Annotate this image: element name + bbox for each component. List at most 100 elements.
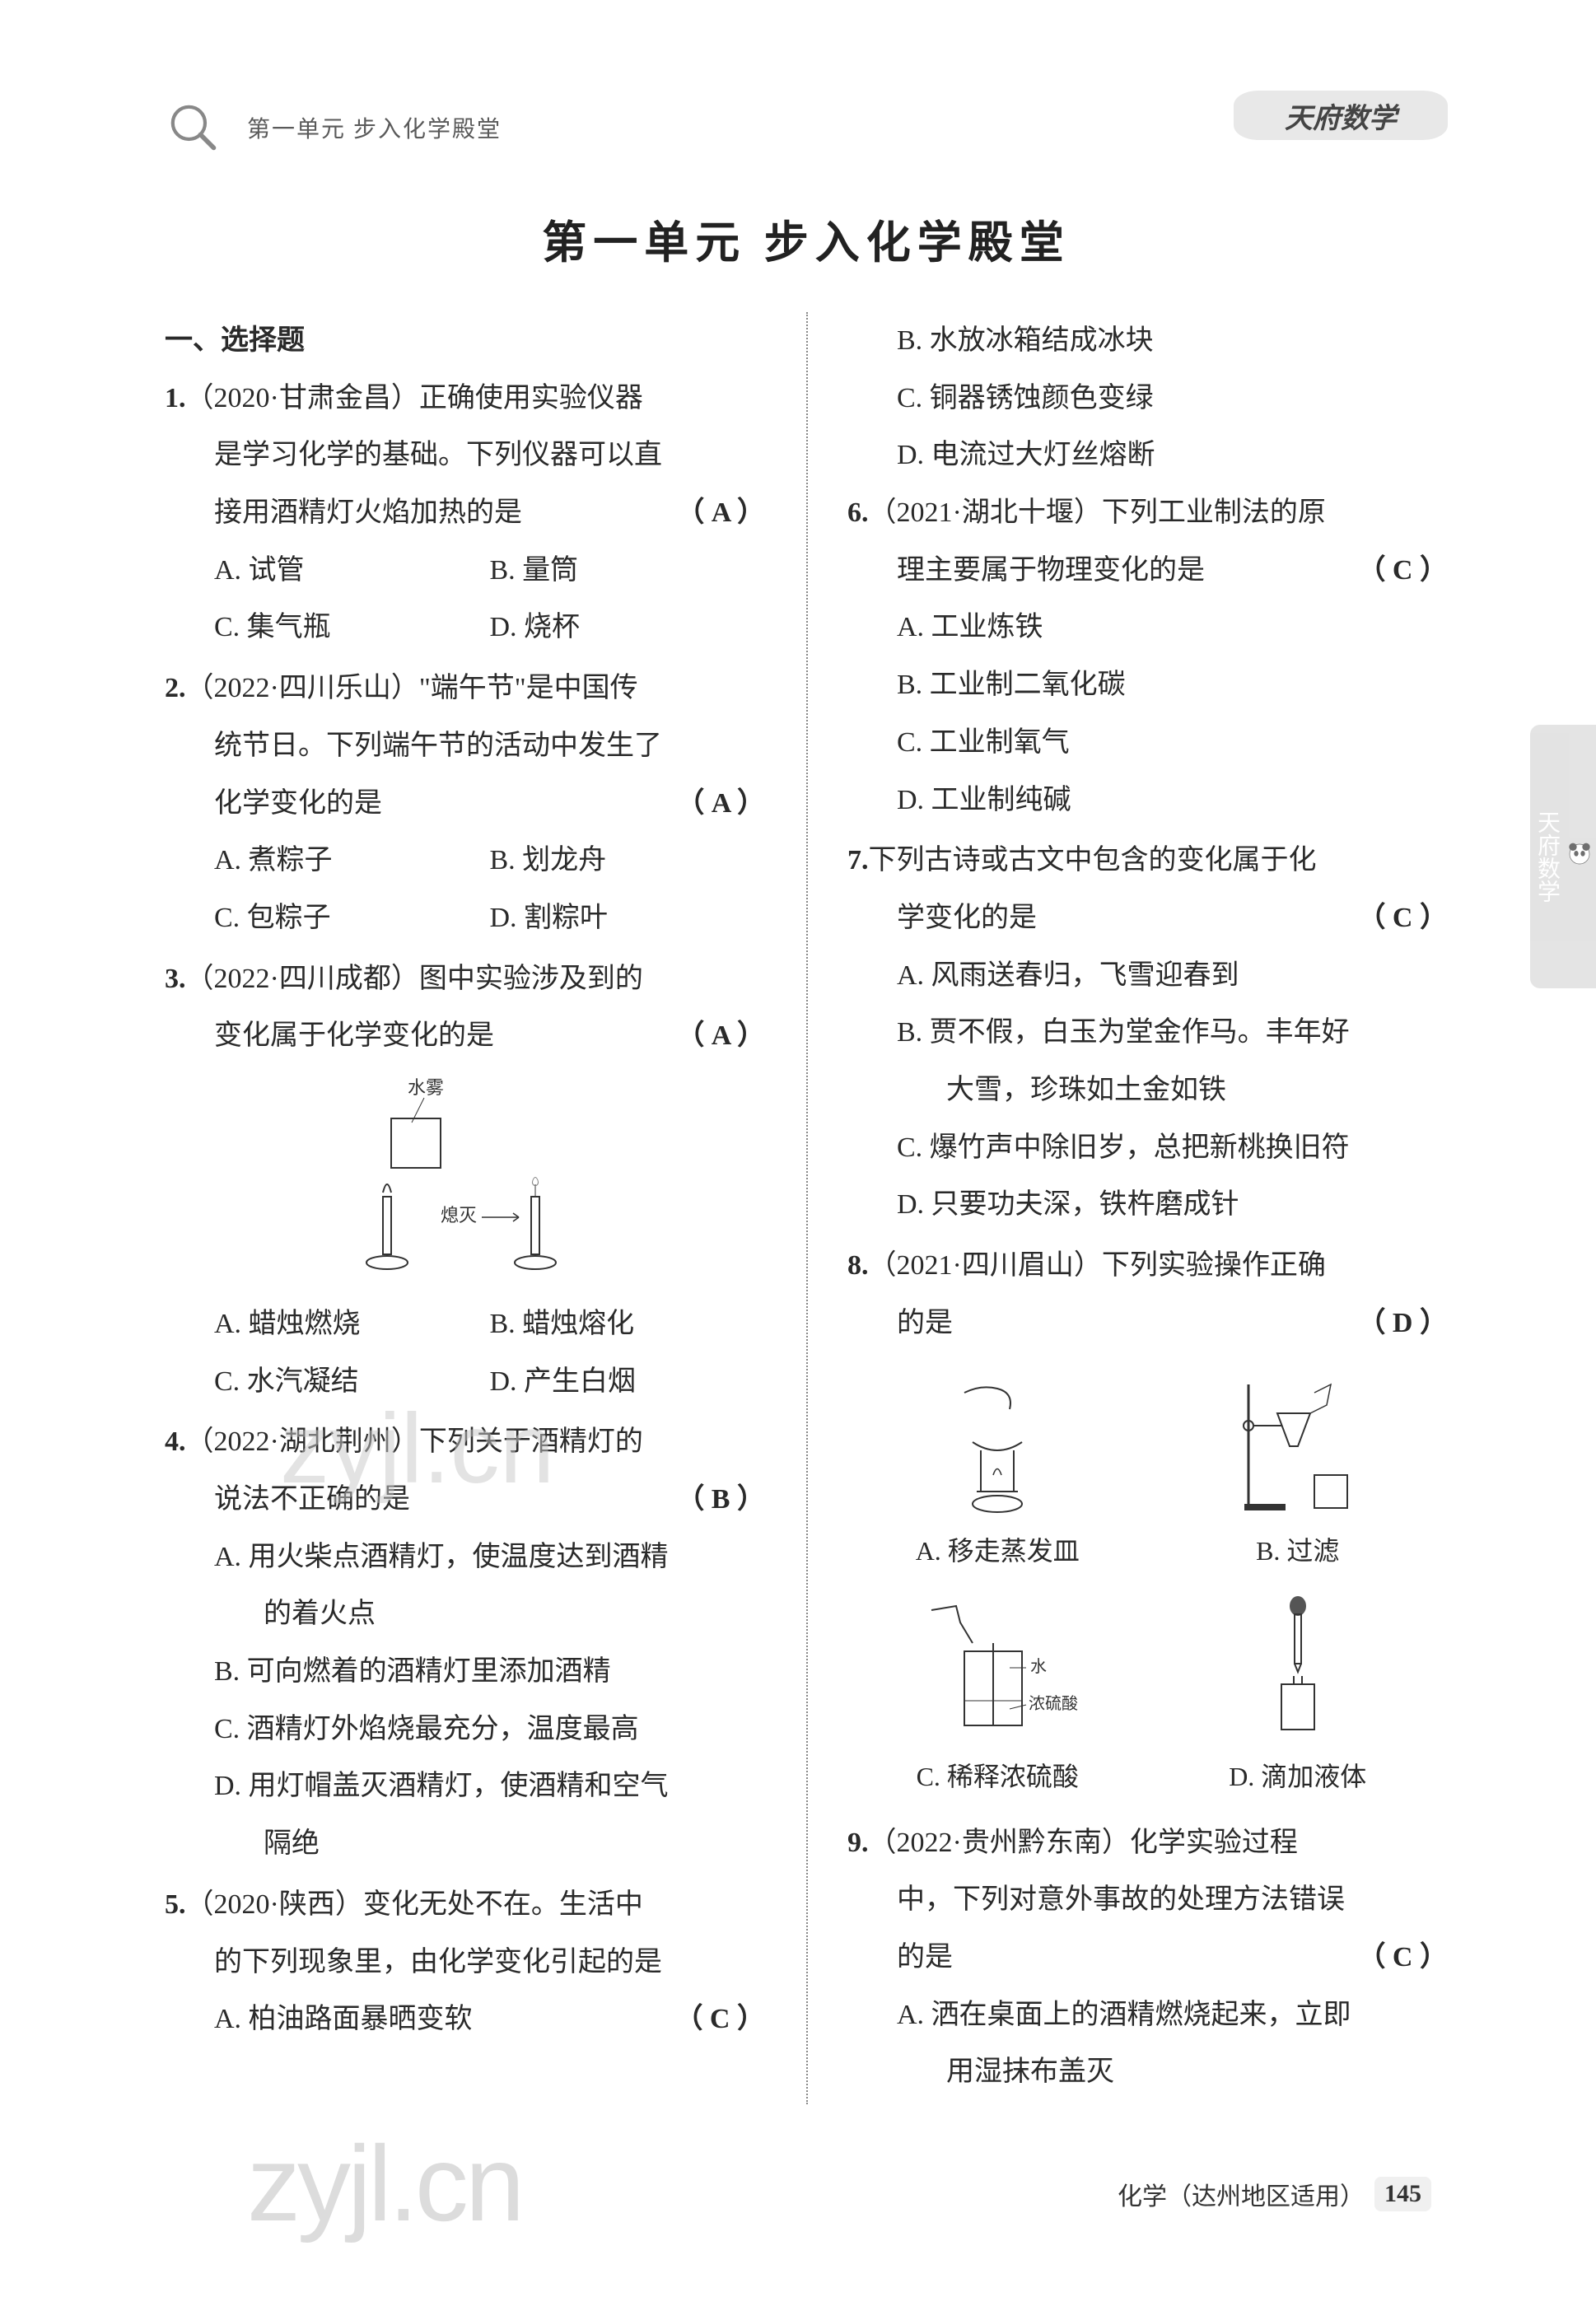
filter-icon (1154, 1360, 1442, 1524)
q1-opt-d: D. 烧杯 (490, 599, 766, 656)
question-7: 7.下列古诗或古文中包含的变化属于化 学变化的是（ C ） A. 风雨送春归，飞… (847, 832, 1448, 1234)
q9-answer: （ C ） (1357, 1929, 1448, 1987)
q8-num: 8. (847, 1250, 869, 1281)
q8-stem1: 下列实验操作正确 (1102, 1250, 1326, 1281)
q4-stem2: 说法不正确的是 (214, 1484, 410, 1515)
q2-opts-ab: A. 煮粽子 B. 划龙舟 (165, 832, 765, 889)
question-1: 1.（2020·甘肃金昌）正确使用实验仪器 是学习化学的基础。下列仪器可以直 接… (165, 370, 765, 656)
q9-num: 9. (847, 1828, 869, 1858)
page-number: 145 (1374, 2177, 1431, 2211)
header-row: 第一单元 步入化学殿堂 天府数学 (165, 99, 1448, 156)
q1-num: 1. (165, 383, 186, 413)
q5-answer: （ C ） (674, 1991, 765, 2048)
q8-item-d: D. 滴加液体 (1154, 1585, 1442, 1804)
q6-line1: 6.（2021·湖北十堰）下列工业制法的原 (847, 484, 1448, 542)
q3-stem2: 变化属于化学变化的是 (214, 1020, 494, 1051)
question-9: 9.（2022·贵州黔东南）化学实验过程 中，下列对意外事故的处理方法错误 的是… (847, 1814, 1448, 2101)
page-title: 第一单元 步入化学殿堂 (165, 206, 1448, 271)
q4-line2: 说法不正确的是 （ B ） (165, 1471, 765, 1529)
q6-line2: 理主要属于物理变化的是 （ C ） (847, 542, 1448, 600)
q3-label-mist: 水雾 (408, 1077, 444, 1098)
footer-text: 化学（达州地区适用） (1118, 2176, 1365, 2212)
q5-src: （2020·陕西） (186, 1889, 363, 1920)
side-tab-text: 天府数学 (1530, 810, 1563, 903)
q8-line2: 的是（ D ） (847, 1295, 1448, 1352)
q7-line2: 学变化的是（ C ） (847, 889, 1448, 947)
q1-opt-b: B. 量筒 (490, 542, 766, 600)
q6-stem2: 理主要属于物理变化的是 (897, 555, 1205, 586)
question-6: 6.（2021·湖北十堰）下列工业制法的原 理主要属于物理变化的是（ C ） A… (847, 484, 1448, 829)
q7-opt-b2: 大雪，珍珠如土金如铁 (847, 1062, 1448, 1119)
right-column: B. 水放冰箱结成冰块 C. 铜器锈蚀颜色变绿 D. 电流过大灯丝熔断 6.（2… (806, 312, 1448, 2104)
q5-opt-d: D. 电流过大灯丝熔断 (847, 427, 1448, 484)
q8-item-c: 水 浓硫酸 C. 稀释浓硫酸 (853, 1585, 1141, 1804)
breadcrumb: 第一单元 步入化学殿堂 (247, 111, 502, 144)
q4-num: 4. (165, 1426, 186, 1457)
q1-line1: 1.（2020·甘肃金昌）正确使用实验仪器 (165, 370, 765, 427)
magnifier-icon (165, 99, 222, 156)
q4-answer: （ B ） (676, 1471, 765, 1529)
q2-stem3: 化学变化的是 (214, 788, 382, 819)
question-5: 5.（2020·陕西）变化无处不在。生活中 的下列现象里，由化学变化引起的是 （… (165, 1876, 765, 2048)
q6-src: （2021·湖北十堰） (869, 497, 1102, 528)
section-label: 一、选择题 (165, 312, 765, 370)
q3-stem1: 图中实验涉及到的 (419, 964, 643, 994)
q3-opt-d: D. 产生白烟 (490, 1353, 766, 1411)
q3-answer: （ A ） (676, 1007, 765, 1065)
q2-src: （2022·四川乐山） (186, 673, 419, 703)
q7-stem1: 下列古诗或古文中包含的变化属于化 (869, 845, 1317, 875)
column-divider (806, 312, 808, 2104)
q3-diagram: 水雾 熄灭 (165, 1073, 765, 1287)
q2-opt-c: C. 包粽子 (214, 889, 490, 947)
q6-stem1: 下列工业制法的原 (1102, 497, 1326, 528)
q9-opt-a1: A. 洒在桌面上的酒精燃烧起来，立即 (847, 1987, 1448, 2044)
q5-line2: 的下列现象里，由化学变化引起的是 (165, 1934, 765, 1991)
q1-answer: （ A ） (676, 484, 765, 542)
q8-src: （2021·四川眉山） (869, 1250, 1102, 1281)
q2-opt-b: B. 划龙舟 (490, 832, 766, 889)
q8-opt-b: B. 过滤 (1256, 1536, 1339, 1566)
q5-num: 5. (165, 1889, 186, 1920)
q7-num: 7. (847, 845, 869, 875)
q9-opt-a2: 用湿抹布盖灭 (847, 2043, 1448, 2101)
q2-stem1: "端午节"是中国传 (419, 673, 638, 703)
q7-opt-a: A. 风雨送春归，飞雪迎春到 (847, 947, 1448, 1005)
q1-opt-c: C. 集气瓶 (214, 599, 490, 656)
q2-num: 2. (165, 673, 186, 703)
q9-src: （2022·贵州黔东南） (869, 1828, 1130, 1858)
q5-opt-c: C. 铜器锈蚀颜色变绿 (847, 370, 1448, 427)
q8-opt-d: D. 滴加液体 (1229, 1762, 1366, 1791)
content-columns: 一、选择题 1.（2020·甘肃金昌）正确使用实验仪器 是学习化学的基础。下列仪… (165, 312, 1448, 2104)
q2-line2: 统节日。下列端午节的活动中发生了 (165, 717, 765, 775)
side-tab: 天府数学 (1530, 725, 1596, 988)
q1-opts-ab: A. 试管 B. 量筒 (165, 542, 765, 600)
q9-stem3: 的是 (897, 1942, 953, 1973)
evaporating-dish-icon (853, 1360, 1141, 1524)
q3-line2: 变化属于化学变化的是 （ A ） (165, 1007, 765, 1065)
q8-item-b: B. 过滤 (1154, 1360, 1442, 1579)
q4-opt-c: C. 酒精灯外焰烧最充分，温度最高 (165, 1701, 765, 1758)
q3-label-extinguish: 熄灭 (441, 1205, 477, 1226)
q9-line3: 的是 （ C ） (847, 1929, 1448, 1987)
q6-opt-b: B. 工业制二氧化碳 (847, 656, 1448, 714)
q5-stem1: 变化无处不在。生活中 (363, 1889, 643, 1920)
q6-num: 6. (847, 497, 869, 528)
q7-opt-d: D. 只要功夫深，铁杵磨成针 (847, 1176, 1448, 1234)
q3-opts-cd: C. 水汽凝结 D. 产生白烟 (165, 1353, 765, 1411)
q1-line2: 是学习化学的基础。下列仪器可以直 (165, 427, 765, 484)
q6-answer: （ C ） (1357, 542, 1448, 600)
q5-opt-b: B. 水放冰箱结成冰块 (847, 312, 1448, 370)
footer: 化学（达州地区适用） 145 (1118, 2176, 1431, 2212)
q8-stem2: 的是 (897, 1308, 953, 1338)
brand-logo: 天府数学 (1234, 82, 1448, 148)
dropper-icon (1154, 1585, 1442, 1750)
question-8: 8.（2021·四川眉山）下列实验操作正确 的是（ D ） (847, 1237, 1448, 1811)
q4-src: （2022·湖北荆州） (186, 1426, 419, 1457)
q8-opt-a: A. 移走蒸发皿 (916, 1536, 1080, 1566)
q4-stem1: 下列关于酒精灯的 (419, 1426, 643, 1457)
q3-line1: 3.（2022·四川成都）图中实验涉及到的 (165, 950, 765, 1008)
q3-opt-c: C. 水汽凝结 (214, 1353, 490, 1411)
q3-opt-a: A. 蜡烛燃烧 (214, 1296, 490, 1353)
q8-line1: 8.（2021·四川眉山）下列实验操作正确 (847, 1237, 1448, 1295)
panda-icon (1563, 832, 1596, 873)
